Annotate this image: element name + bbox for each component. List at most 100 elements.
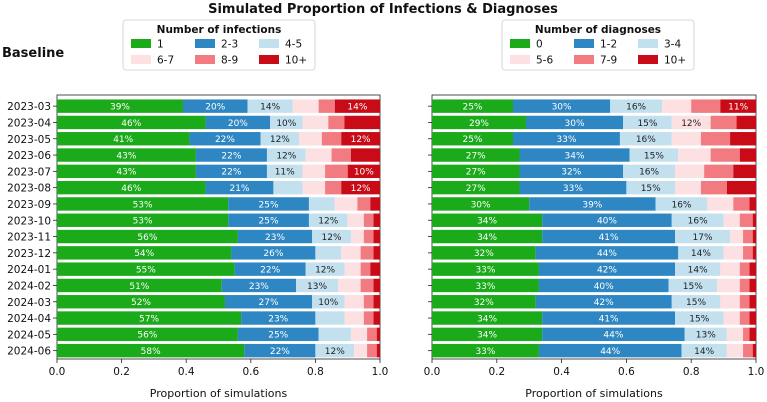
bar-segment	[678, 148, 710, 161]
bar-segment	[724, 214, 740, 227]
data-label: 23%	[249, 282, 269, 292]
data-label: 56%	[137, 331, 157, 341]
x-tick-label: 0.4	[553, 366, 570, 378]
data-label: 32%	[474, 249, 494, 259]
data-label: 23%	[268, 314, 288, 324]
data-label: 43%	[116, 168, 136, 178]
data-label: 58%	[141, 347, 161, 357]
bar-segment	[701, 181, 727, 194]
bar-segment	[377, 328, 380, 341]
data-label: 44%	[603, 331, 623, 341]
data-label: 17%	[693, 233, 713, 243]
x-axis-label: Proportion of simulations	[150, 387, 288, 400]
bar-segment	[309, 197, 335, 210]
bar-segment	[322, 132, 341, 145]
bar-segment	[750, 295, 756, 308]
data-label: 41%	[113, 135, 133, 145]
bar-segment	[315, 246, 341, 259]
data-label: 32%	[474, 298, 494, 308]
legend-title: Number of diagnoses	[535, 24, 661, 36]
data-label: 39%	[582, 200, 602, 210]
x-tick-label: 1.0	[372, 366, 389, 378]
legend-label: 10+	[664, 55, 686, 67]
legend-label: 8-9	[221, 55, 238, 67]
y-tick-label: 2023-12	[7, 248, 51, 260]
bar-segment	[691, 99, 720, 112]
legend-label: 1-2	[600, 39, 617, 51]
legend-label: 0	[536, 39, 543, 51]
data-label: 12%	[322, 233, 342, 243]
bar-segment	[733, 165, 756, 178]
data-label: 41%	[599, 233, 619, 243]
bar-segment	[707, 197, 733, 210]
legend-swatch	[510, 55, 530, 64]
data-label: 14%	[347, 102, 367, 112]
bar-segment	[750, 311, 756, 324]
bar-segment	[361, 279, 374, 292]
data-label: 12%	[325, 347, 345, 357]
data-label: 12%	[270, 135, 290, 145]
bar-segment	[733, 197, 749, 210]
data-label: 43%	[116, 151, 136, 161]
bar-segment	[740, 279, 750, 292]
bar-segment	[740, 311, 750, 324]
data-label: 40%	[594, 282, 614, 292]
y-tick-label: 2024-06	[7, 346, 51, 358]
bar-segment	[730, 132, 756, 145]
data-label: 27%	[466, 168, 486, 178]
bar-segment	[315, 311, 344, 324]
bar-segment	[740, 148, 756, 161]
bar-segment	[730, 230, 743, 243]
bar-segment	[370, 262, 380, 275]
data-label: 46%	[121, 184, 141, 194]
legend-label: 1	[157, 39, 164, 51]
legend-swatch	[259, 55, 279, 64]
data-label: 11%	[728, 102, 748, 112]
x-tick-label: 0.0	[49, 366, 66, 378]
data-label: 40%	[597, 217, 617, 227]
bar-segment	[724, 246, 743, 259]
bar-segment	[370, 197, 380, 210]
legend-label: 7-9	[600, 55, 617, 67]
bar-segment	[302, 116, 328, 129]
bar-segment	[672, 132, 701, 145]
legend-swatch	[574, 55, 594, 64]
data-label: 14%	[688, 265, 708, 275]
legend-swatch	[259, 39, 279, 48]
data-label: 30%	[552, 102, 572, 112]
data-label: 53%	[133, 217, 153, 227]
legend-swatch	[510, 39, 530, 48]
data-label: 55%	[136, 265, 156, 275]
bar-segment	[374, 295, 380, 308]
data-label: 14%	[694, 347, 714, 357]
scenario-label: Baseline	[2, 46, 64, 61]
data-label: 52%	[131, 298, 151, 308]
bar-segment	[344, 295, 363, 308]
data-label: 10%	[318, 298, 338, 308]
data-label: 21%	[229, 184, 249, 194]
data-label: 16%	[688, 217, 708, 227]
bar-segment	[740, 214, 753, 227]
legend-swatch	[131, 55, 151, 64]
data-label: 22%	[221, 151, 241, 161]
bar-segment	[364, 311, 374, 324]
legend-swatch	[195, 55, 215, 64]
bar-segment	[753, 230, 756, 243]
legend-label: 4-5	[285, 39, 302, 51]
legend-label: 5-6	[536, 55, 553, 67]
data-label: 33%	[563, 184, 583, 194]
data-label: 34%	[565, 151, 585, 161]
data-label: 42%	[597, 265, 617, 275]
y-tick-label: 2024-01	[7, 264, 51, 276]
bar-segment	[367, 328, 377, 341]
bar-segment	[711, 148, 740, 161]
y-tick-label: 2023-03	[7, 101, 51, 113]
bar-segment	[727, 181, 756, 194]
infections-panel: 39% 20% 14% 14% 2023-03 46% 20% 10% 2023-04 41% 22…	[7, 20, 388, 400]
bar-segment	[338, 279, 361, 292]
bar-segment	[319, 328, 351, 341]
bar-segment	[299, 132, 322, 145]
y-tick-label: 2024-02	[7, 280, 51, 292]
bar-segment	[701, 132, 730, 145]
bar-segment	[328, 116, 344, 129]
